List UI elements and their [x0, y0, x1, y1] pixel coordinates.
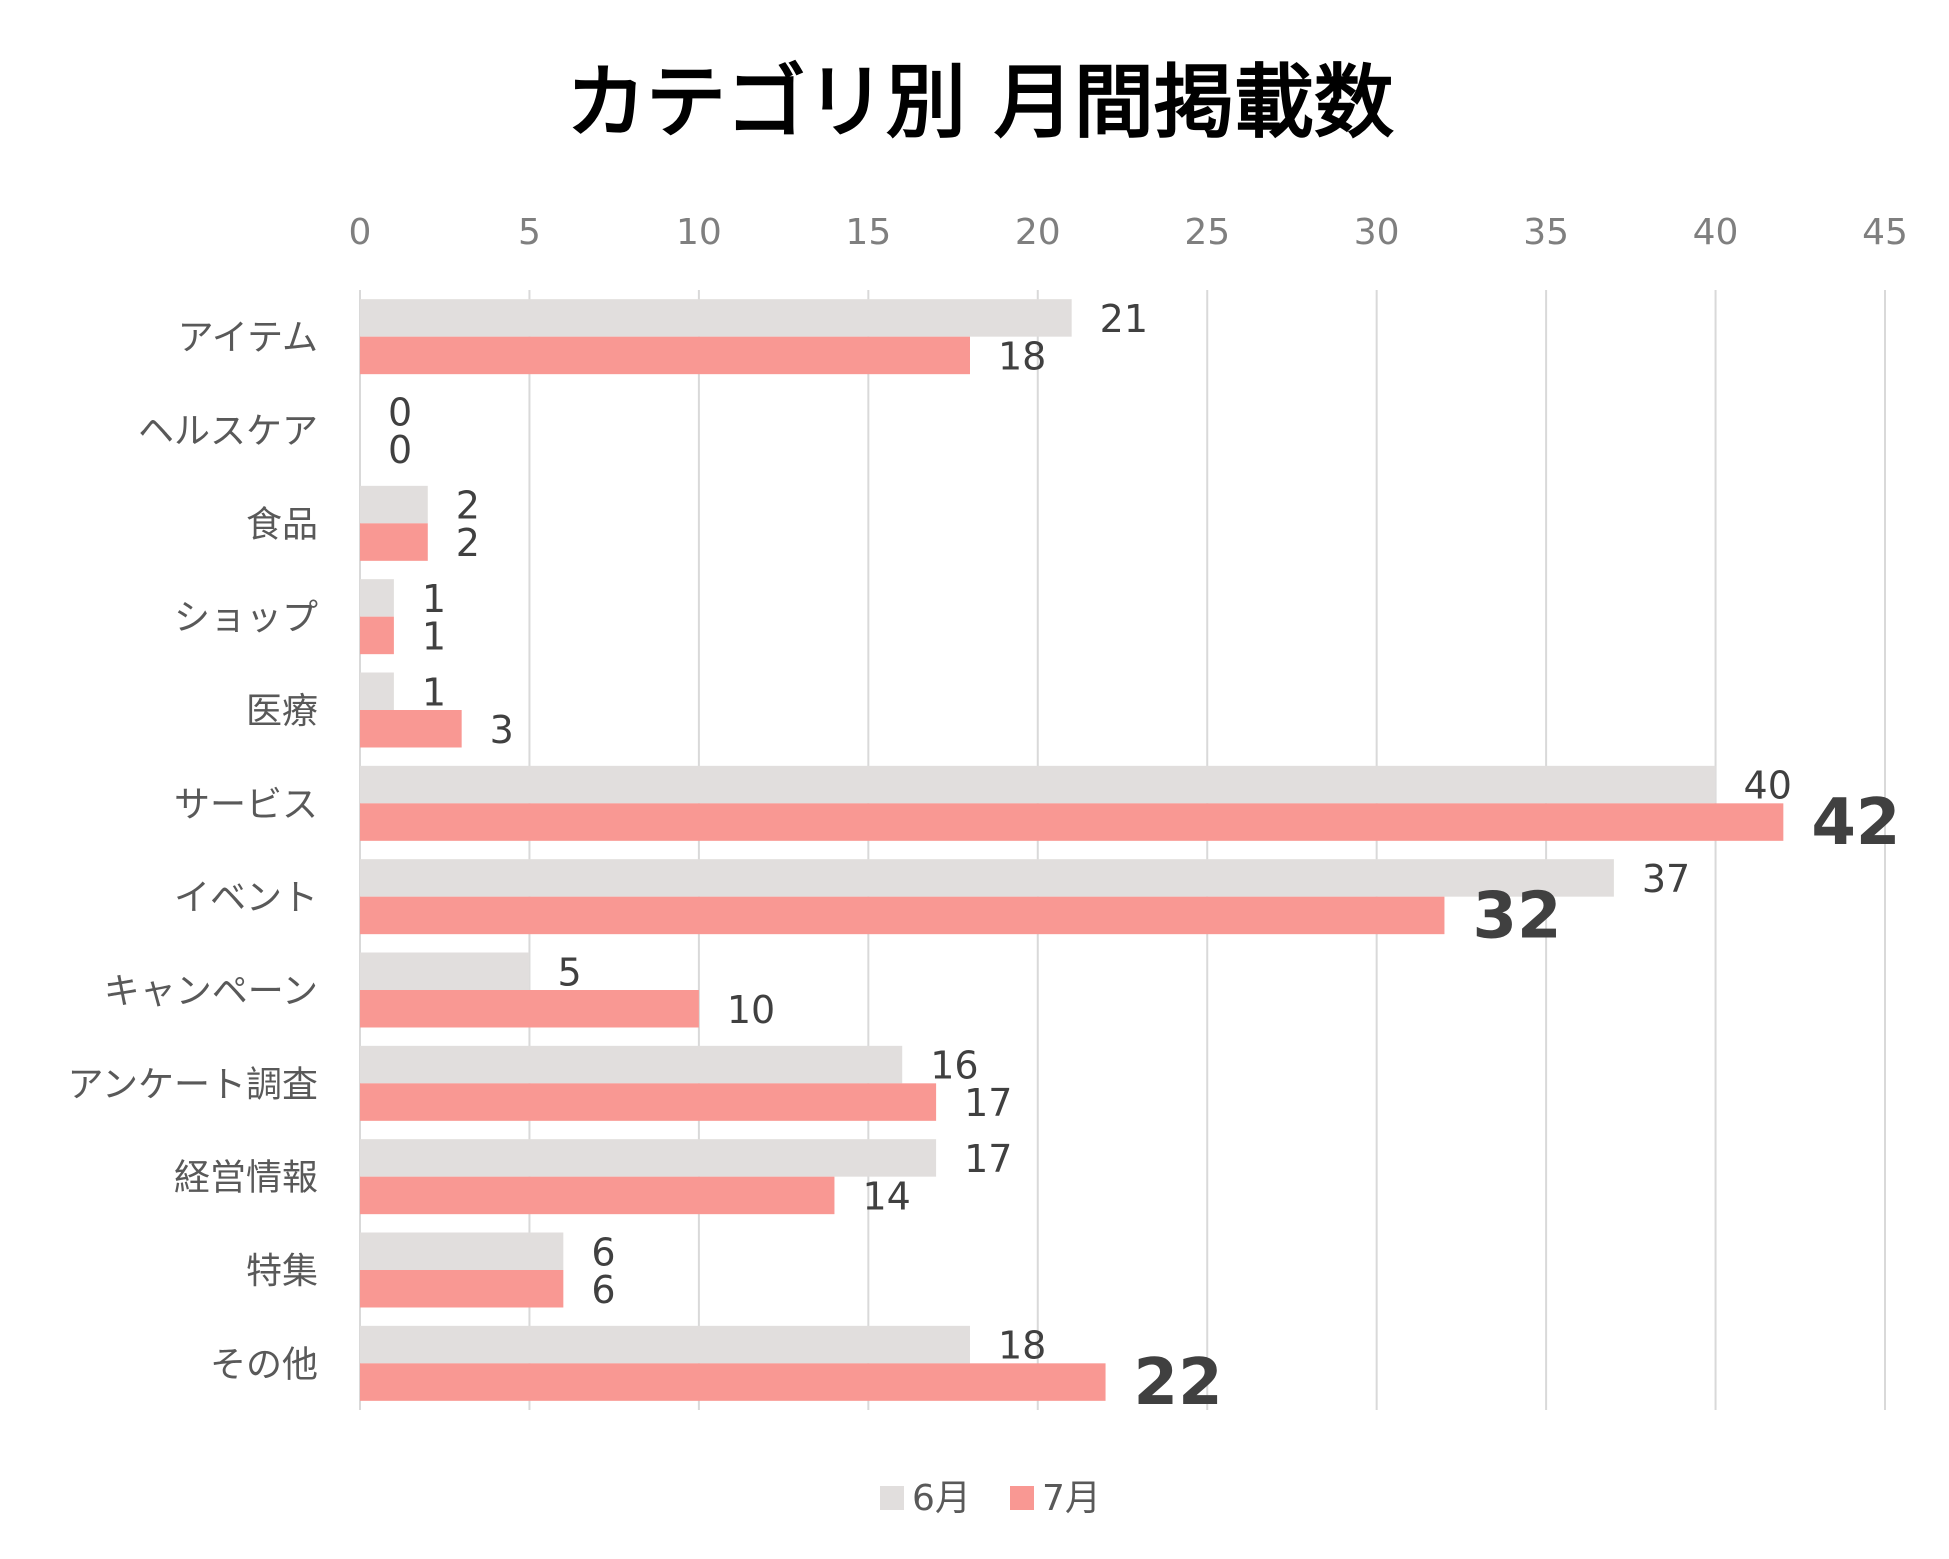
data-label: 22	[1134, 1346, 1223, 1420]
legend-label: 6月	[912, 1478, 971, 1519]
data-label: 18	[998, 334, 1046, 378]
chart-title: カテゴリ別 月間掲載数	[566, 56, 1394, 149]
category-labels: アイテムヘルスケア食品ショップ医療サービスイベントキャンペーンアンケート調査経営…	[67, 318, 318, 1386]
category-label: 経営情報	[174, 1158, 318, 1199]
bar-july	[360, 896, 1445, 935]
bar-july	[360, 1083, 937, 1121]
data-label: 2	[456, 484, 480, 528]
bar-july	[360, 710, 462, 748]
data-label: 1	[422, 577, 446, 621]
data-label: 6	[591, 1268, 615, 1312]
x-tick-label: 5	[518, 212, 541, 253]
category-label: キャンペーン	[104, 971, 318, 1012]
category-label: アンケート調査	[67, 1064, 318, 1105]
data-label: 6	[591, 1230, 615, 1274]
data-label: 17	[964, 1081, 1012, 1125]
legend-swatch	[880, 1486, 904, 1510]
data-label: 21	[1100, 297, 1148, 341]
legend-swatch	[1010, 1486, 1034, 1510]
bar-july	[360, 336, 970, 375]
category-label: アイテム	[178, 318, 318, 359]
gridlines	[359, 290, 1886, 1410]
data-label: 2	[456, 521, 480, 565]
data-label: 32	[1472, 879, 1561, 953]
x-tick-label: 15	[845, 212, 891, 253]
data-label: 18	[998, 1324, 1046, 1368]
bar-july	[360, 1270, 564, 1308]
data-label: 14	[862, 1174, 910, 1218]
bar-july	[360, 523, 428, 561]
bar-june	[360, 1045, 903, 1084]
category-label: サービス	[174, 784, 318, 825]
legend-label: 7月	[1042, 1478, 1101, 1519]
category-label: 医療	[246, 691, 318, 732]
x-tick-label: 30	[1354, 212, 1400, 253]
data-label: 40	[1744, 764, 1792, 808]
bar-june	[360, 1325, 970, 1364]
x-tick-label: 25	[1184, 212, 1230, 253]
bar-june	[360, 299, 1072, 337]
bar-july	[360, 616, 394, 655]
bar-june	[360, 765, 1716, 804]
bar-july	[360, 990, 699, 1028]
bar-july	[360, 803, 1784, 841]
bar-june	[360, 1232, 564, 1270]
bar-july	[360, 1363, 1106, 1401]
category-label: ヘルスケア	[138, 411, 318, 452]
category-label: 食品	[246, 504, 318, 545]
category-label: 特集	[246, 1251, 318, 1292]
x-tick-label: 10	[676, 212, 722, 253]
category-label: ショップ	[174, 598, 318, 639]
category-label: イベント	[174, 878, 318, 919]
data-label: 37	[1642, 857, 1690, 901]
data-label: 42	[1811, 786, 1900, 860]
data-label: 3	[490, 708, 514, 752]
bar-june	[360, 1139, 937, 1177]
bar-june	[360, 672, 394, 710]
data-label: 10	[727, 988, 775, 1032]
x-tick-label: 0	[349, 212, 372, 253]
bar-july	[360, 1176, 835, 1215]
data-label: 1	[422, 614, 446, 658]
bar-june	[360, 952, 530, 990]
bar-june	[360, 579, 394, 617]
x-tick-label: 35	[1523, 212, 1569, 253]
x-tick-label: 40	[1693, 212, 1739, 253]
data-label: 0	[388, 428, 412, 472]
bar-june	[360, 859, 1614, 897]
data-label: 17	[964, 1137, 1012, 1181]
data-label: 1	[422, 670, 446, 714]
legend: 6月 7月	[880, 1478, 1101, 1519]
data-label: 16	[930, 1044, 978, 1088]
bar-june	[360, 485, 428, 524]
data-label: 5	[557, 950, 581, 994]
category-label: その他	[210, 1344, 318, 1385]
data-label: 0	[388, 390, 412, 434]
x-tick-label: 45	[1862, 212, 1908, 253]
bars	[360, 299, 1784, 1401]
x-tick-label: 20	[1015, 212, 1061, 253]
x-axis-ticks: 0 5 10 15 20 25 30 35 40 45	[349, 212, 1908, 253]
